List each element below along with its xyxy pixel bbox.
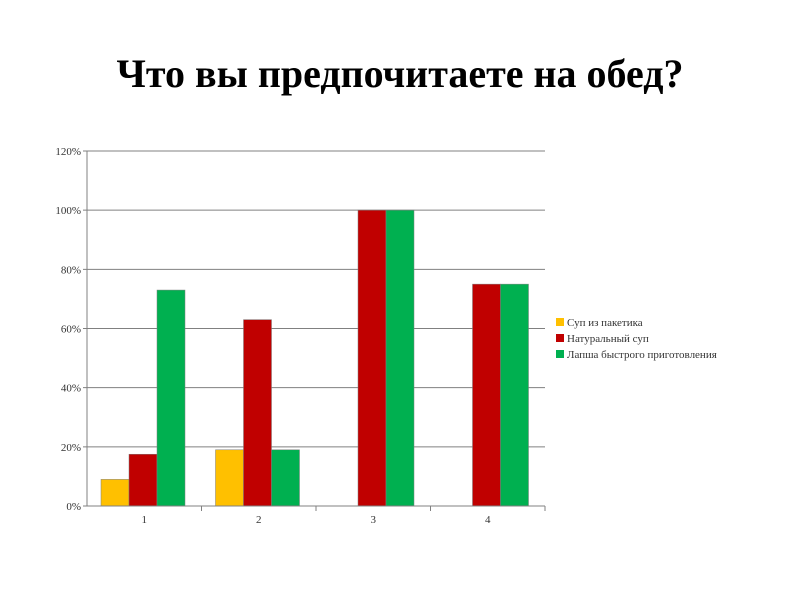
x-tick-label: 2 [256, 514, 262, 526]
legend-label: Лапша быстрого приготовления [567, 349, 717, 361]
legend-swatch [556, 318, 564, 326]
bars [100, 209, 529, 507]
x-tick-label: 4 [485, 514, 491, 526]
x-tick-label: 1 [142, 514, 148, 526]
y-tick-label: 0% [66, 501, 81, 513]
x-tick-label: 3 [371, 514, 377, 526]
y-tick-label: 60% [61, 324, 81, 336]
bar [156, 289, 186, 507]
bar [500, 283, 529, 507]
legend: Суп из пакетика Натуральный суп Лапша быст… [556, 317, 717, 361]
bar [243, 319, 272, 507]
y-tick-label: 100% [55, 205, 81, 217]
legend-swatch [556, 334, 564, 342]
bar [472, 283, 501, 507]
axes: 0% 20% 40% 60% 80% 100% 120% 1 2 3 4 [55, 146, 546, 526]
legend-label: Суп из пакетика [567, 317, 643, 329]
bar [385, 209, 415, 507]
slide-title: Что вы предпочитаете на обед? [116, 51, 684, 96]
bar [100, 479, 130, 507]
y-tick-label: 120% [55, 146, 81, 158]
legend-swatch [556, 350, 564, 358]
bar [215, 449, 244, 507]
y-tick-label: 80% [61, 264, 81, 276]
bar [357, 209, 387, 507]
bar [271, 449, 300, 507]
bar [128, 453, 158, 507]
y-tick-label: 20% [61, 442, 81, 454]
y-tick-label: 40% [61, 383, 81, 395]
legend-label: Натуральный суп [567, 333, 649, 345]
